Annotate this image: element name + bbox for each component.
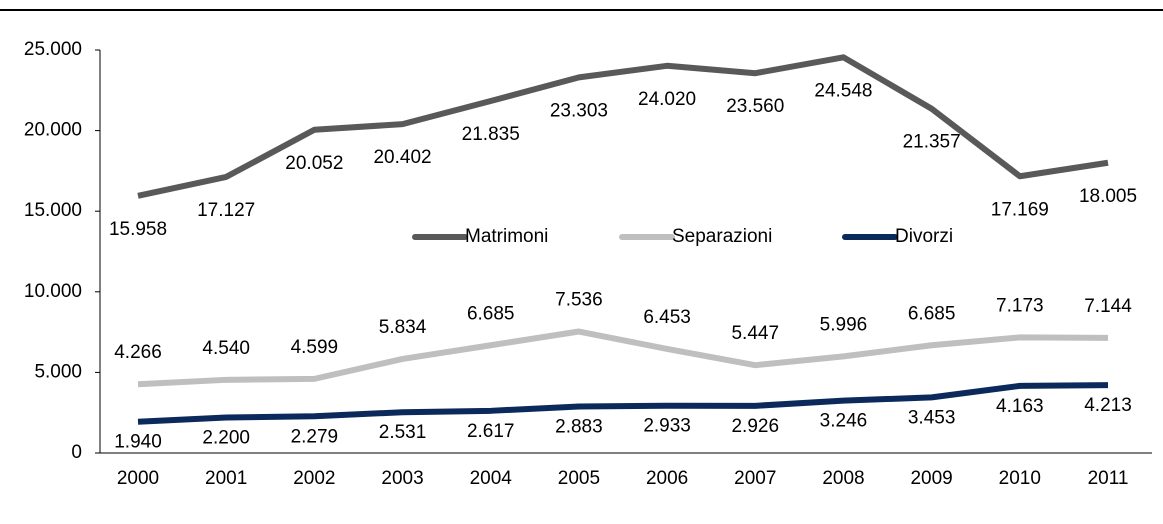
x-tick-label: 2001: [205, 468, 247, 489]
data-label: 20.402: [373, 147, 431, 168]
x-tick-label: 2009: [910, 468, 952, 489]
series-line: [137, 382, 1109, 425]
data-label: 1.940: [114, 432, 162, 453]
y-tick-label: 10.000: [24, 281, 82, 302]
data-label: 4.540: [202, 338, 250, 359]
data-label: 7.144: [1084, 296, 1132, 317]
x-tick-label: 2000: [117, 468, 159, 489]
y-tick-label: 25.000: [24, 39, 82, 60]
data-label: 20.052: [285, 153, 343, 174]
series-line: [137, 54, 1109, 199]
data-label: 2.279: [291, 426, 339, 447]
data-label: 4.599: [291, 337, 339, 358]
data-label: 7.536: [555, 290, 603, 311]
y-tick-label: 5.000: [34, 361, 82, 382]
data-label: 6.685: [908, 303, 956, 324]
data-label: 7.173: [996, 295, 1044, 316]
legend-label: Matrimoni: [465, 226, 548, 247]
y-tick-label: 20.000: [24, 120, 82, 141]
data-label: 18.005: [1079, 186, 1137, 207]
legend-label: Divorzi: [895, 226, 953, 247]
x-tick-label: 2003: [381, 468, 423, 489]
x-tick-label: 2011: [1088, 468, 1129, 489]
data-label: 4.266: [114, 342, 162, 363]
data-label: 5.834: [379, 317, 427, 338]
data-label: 2.200: [202, 428, 250, 449]
legend-label: Separazioni: [672, 226, 772, 247]
data-label: 4.213: [1084, 395, 1132, 416]
data-label: 2.926: [731, 416, 779, 437]
data-label: 3.246: [820, 411, 868, 432]
y-tick-label: 0: [71, 442, 82, 463]
data-label: 5.447: [731, 323, 779, 344]
data-label: 24.020: [638, 89, 696, 110]
data-label: 21.835: [462, 124, 520, 145]
data-label: 23.560: [726, 96, 784, 117]
x-tick-label: 2002: [293, 468, 335, 489]
x-tick-label: 2004: [470, 468, 513, 489]
data-label: 6.453: [643, 307, 691, 328]
series-line: [137, 328, 1109, 388]
data-label: 24.548: [814, 80, 872, 101]
data-label: 2.933: [643, 416, 691, 437]
data-label: 5.996: [820, 314, 868, 335]
data-label: 23.303: [550, 100, 608, 121]
data-label: 4.163: [996, 396, 1044, 417]
x-tick-label: 2005: [558, 468, 600, 489]
data-label: 2.531: [379, 422, 427, 443]
data-label: 17.127: [197, 200, 255, 221]
x-tick-label: 2008: [822, 468, 864, 489]
data-label: 6.685: [467, 303, 515, 324]
x-tick-label: 2010: [999, 468, 1041, 489]
data-label: 21.357: [903, 132, 961, 153]
data-label: 17.169: [991, 199, 1049, 220]
data-label: 2.617: [467, 421, 515, 442]
data-label: 15.958: [109, 219, 167, 240]
x-tick-label: 2007: [734, 468, 776, 489]
data-label: 3.453: [908, 407, 956, 428]
x-tick-label: 2006: [646, 468, 688, 489]
y-tick-label: 15.000: [24, 200, 82, 221]
data-label: 2.883: [555, 417, 603, 438]
